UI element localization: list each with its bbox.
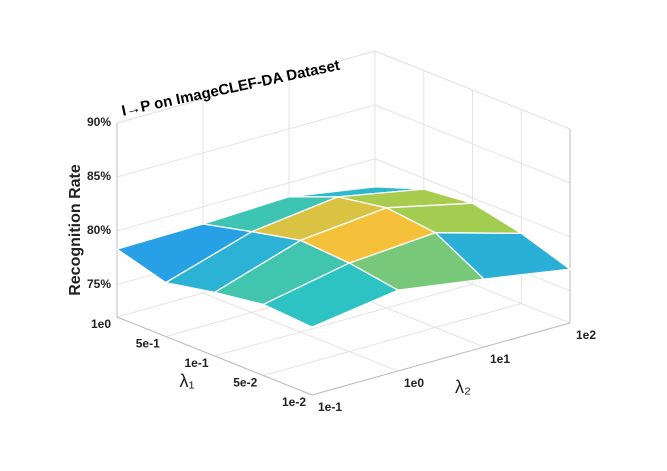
y-tick-label: 1e2 bbox=[576, 328, 596, 342]
grid bbox=[116, 50, 571, 396]
y-tick-label: 1e1 bbox=[490, 352, 510, 366]
x-tick-label: 1e-2 bbox=[282, 395, 306, 409]
y-tick-label: 1e0 bbox=[404, 376, 424, 390]
axis-line bbox=[116, 123, 571, 396]
x-axis-label: λ₁ bbox=[179, 371, 194, 391]
chart-title: I→P on ImageCLEF-DA Dataset bbox=[120, 57, 341, 120]
x-tick-label: 1e0 bbox=[91, 317, 111, 331]
y-tick-label: 1e-1 bbox=[318, 400, 342, 414]
x-tick-label: 5e-2 bbox=[233, 376, 257, 390]
x-tick-label: 1e-1 bbox=[184, 356, 208, 370]
z-tick-label: 85% bbox=[87, 169, 111, 183]
z-tick-label: 75% bbox=[87, 277, 111, 291]
z-tick-label: 80% bbox=[87, 223, 111, 237]
z-axis-label: Recognition Rate bbox=[67, 164, 84, 296]
y-axis-label: λ₂ bbox=[455, 377, 471, 397]
labels: 75% 80% 85% 90% 1e0 5e-1 1e-1 5e-2 1e-2 1e-1 1e0 1e… bbox=[87, 115, 596, 414]
z-tick-label: 90% bbox=[87, 115, 111, 129]
floor-grid-line bbox=[202, 99, 399, 372]
x-tick-label: 5e-1 bbox=[136, 337, 160, 351]
surface bbox=[116, 186, 571, 328]
grid-line bbox=[116, 104, 571, 184]
surface-patch bbox=[262, 262, 399, 328]
